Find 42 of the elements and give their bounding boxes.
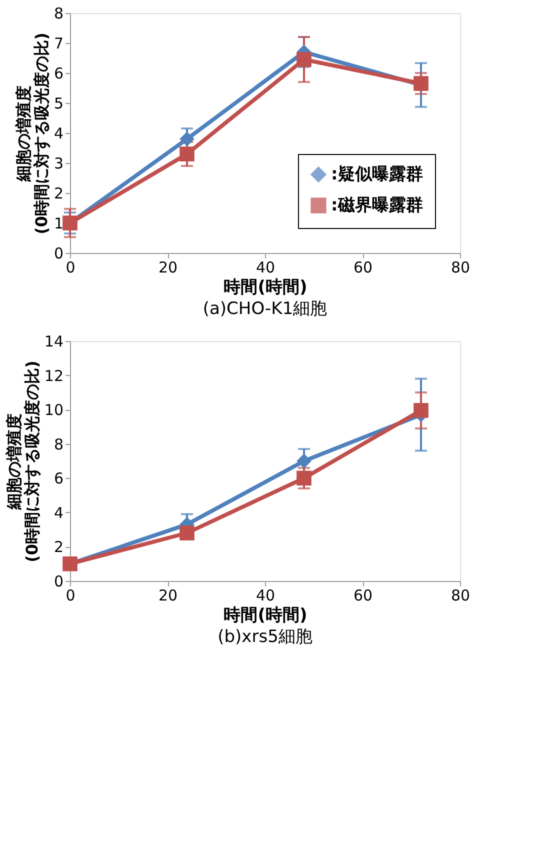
y-tick-label: 3 [54, 154, 64, 172]
legend-label: :磁界曝露群 [331, 196, 423, 216]
y-axis-title: 細胞の増殖度 (0時間に対する吸光度の比) [4, 360, 42, 562]
y-tick-label: 4 [54, 124, 64, 142]
x-tick-label: 80 [450, 586, 470, 604]
x-tick-label: 20 [158, 586, 178, 604]
x-tick-label: 40 [256, 258, 276, 276]
x-axis-title: 時間(時間) [224, 606, 308, 626]
y-tick-label: 6 [54, 64, 64, 82]
y-tick-label: 2 [54, 538, 64, 556]
y-tick-label: 12 [44, 366, 64, 385]
y-tick-label: 5 [54, 94, 64, 112]
x-tick-label: 60 [353, 586, 373, 604]
x-tick-label: 0 [66, 258, 76, 276]
y-tick-label: 1 [54, 214, 64, 232]
x-tick-label: 60 [353, 258, 373, 276]
x-axis-title: 時間(時間) [224, 278, 308, 298]
y-tick-label: 4 [54, 504, 64, 522]
point [180, 146, 194, 162]
x-tick-label: 80 [450, 258, 470, 276]
point [414, 403, 428, 418]
y-tick-label: 0 [54, 244, 64, 262]
y-tick-label: 8 [54, 435, 64, 454]
y-tick-label: 14 [44, 332, 64, 350]
x-tick-label: 20 [158, 258, 178, 276]
point [180, 526, 194, 540]
y-tick-label: 6 [54, 470, 64, 488]
text: (b)xrs5細胞 [218, 627, 312, 647]
point [296, 454, 312, 468]
text: (a)CHO-K1細胞 [202, 299, 328, 319]
y-tick-label: 10 [44, 401, 64, 420]
point [296, 470, 312, 486]
legend-label: :疑似曝露群 [331, 164, 423, 184]
x-tick-label: 0 [66, 586, 76, 604]
y-tick-label: 0 [54, 572, 64, 590]
point [180, 132, 194, 146]
point [296, 52, 312, 67]
y-tick-label: 2 [54, 184, 64, 202]
y-tick-label: 7 [54, 34, 64, 52]
x-tick-label: 40 [256, 586, 276, 604]
y-axis-title: 細胞の増殖度 (0時間に対する吸光度の比) [14, 32, 51, 234]
y-tick-label: 8 [54, 4, 64, 22]
